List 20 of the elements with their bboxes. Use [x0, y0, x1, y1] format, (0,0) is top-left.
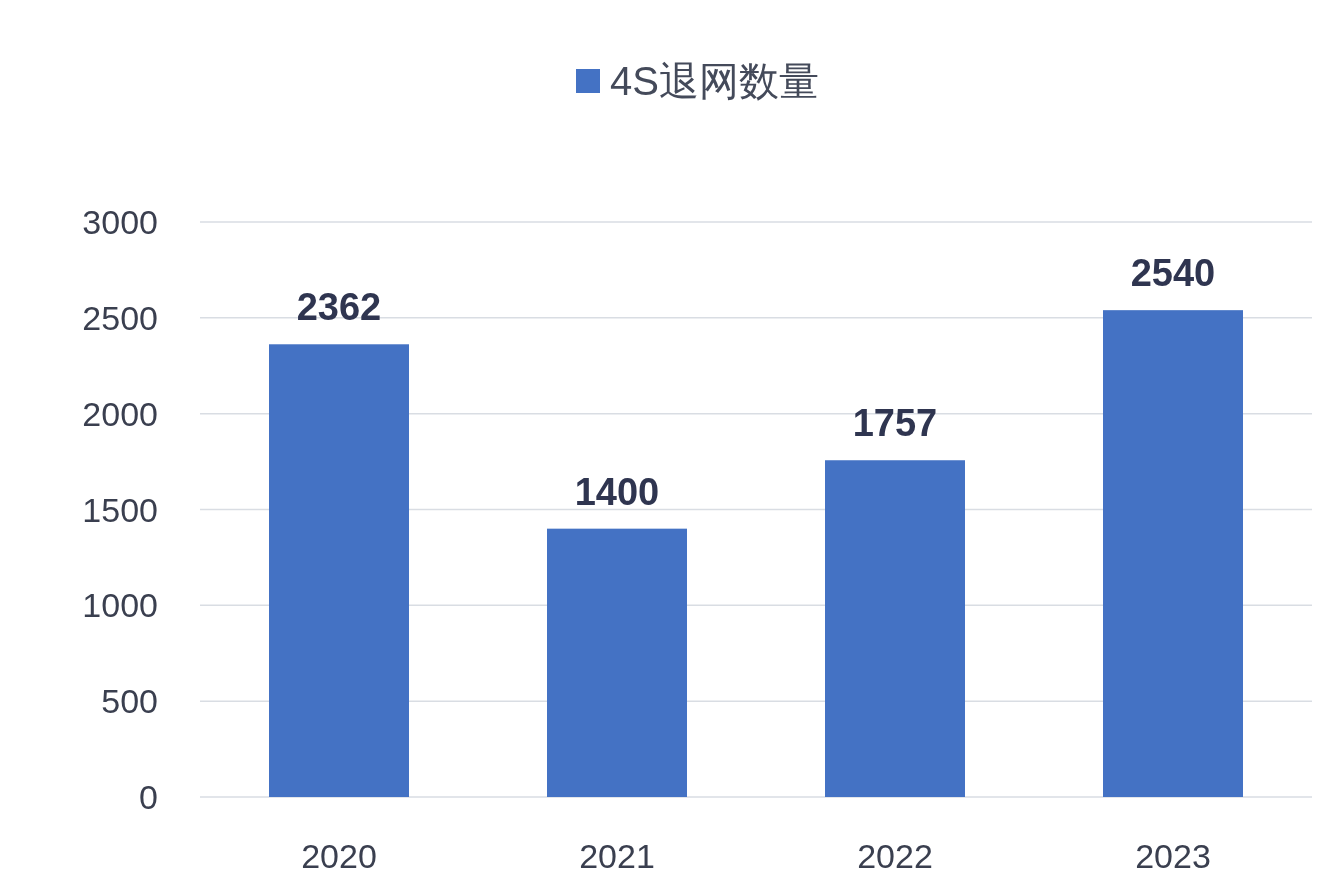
y-tick-label: 3000 — [82, 203, 158, 241]
data-label: 1757 — [852, 402, 938, 445]
y-tick-label: 0 — [139, 778, 158, 816]
y-tick-label: 2500 — [82, 298, 158, 337]
legend-label: 4S退网数量 — [610, 59, 819, 103]
bar — [269, 344, 409, 797]
y-tick-label: 500 — [101, 682, 158, 721]
y-tick-label: 1500 — [82, 490, 158, 529]
bar — [1103, 310, 1243, 797]
x-tick-label: 2022 — [857, 837, 933, 875]
x-tick-label: 2023 — [1135, 837, 1211, 875]
x-tick-label: 2020 — [301, 837, 377, 875]
bar — [547, 528, 687, 797]
bar — [825, 460, 965, 797]
data-label: 2540 — [1130, 252, 1216, 295]
x-tick-label: 2021 — [579, 837, 655, 875]
data-label: 1400 — [574, 470, 660, 513]
y-tick-label: 2000 — [82, 394, 158, 433]
y-tick-label: 1000 — [82, 586, 158, 625]
data-label: 2362 — [296, 286, 382, 329]
